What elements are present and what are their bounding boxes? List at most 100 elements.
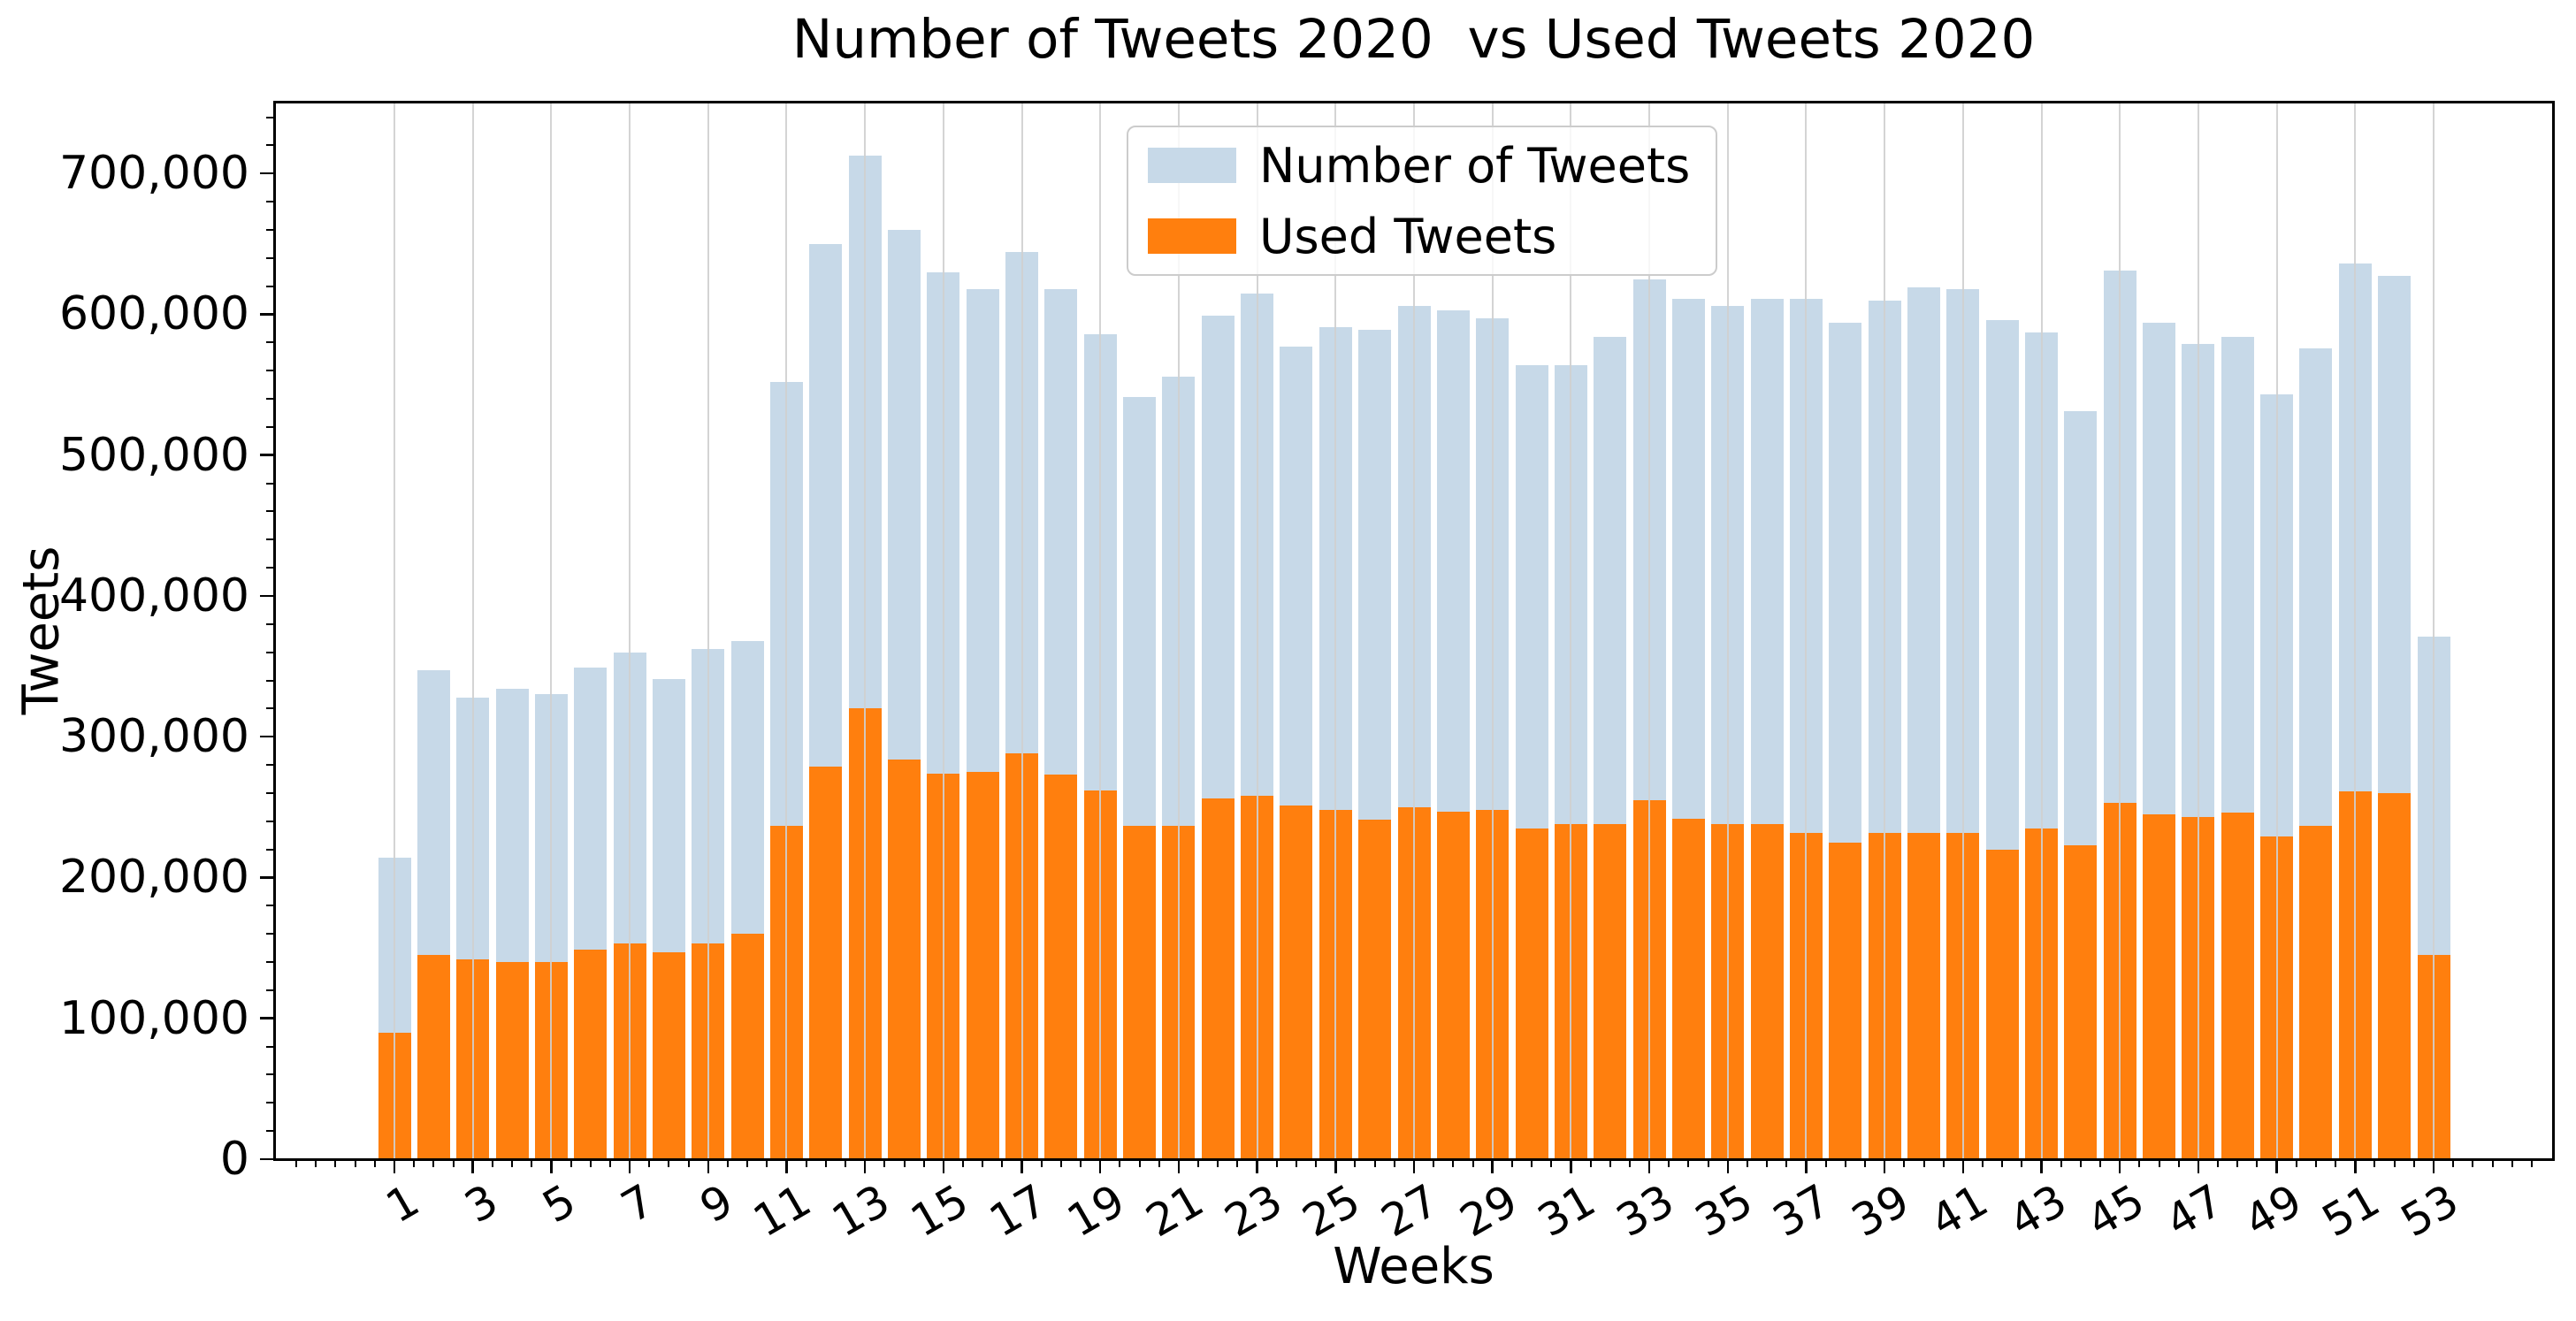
gridline-week-7	[629, 102, 631, 1159]
x-minor-tick	[1001, 1160, 1004, 1167]
gridline-week-49	[2275, 102, 2278, 1159]
bar-used-tweets-week-44	[2064, 844, 2098, 1159]
y-major-tick-600000	[260, 313, 273, 316]
bar-used-tweets-week-20	[1123, 825, 1157, 1159]
x-minor-tick	[1059, 1160, 1062, 1167]
x-minor-tick	[2511, 1160, 2513, 1167]
x-minor-tick	[2217, 1160, 2220, 1167]
x-minor-tick	[746, 1160, 749, 1167]
x-minor-tick	[2079, 1160, 2082, 1167]
gridline-week-33	[1648, 102, 1651, 1159]
legend-swatch-number-of-tweets	[1148, 148, 1236, 183]
y-minor-tick	[266, 764, 273, 767]
x-minor-tick	[903, 1160, 906, 1167]
y-minor-tick	[266, 201, 273, 203]
x-minor-tick	[1531, 1160, 1533, 1167]
y-minor-tick	[266, 398, 273, 401]
bar-used-tweets-week-36	[1750, 823, 1784, 1159]
y-minor-tick	[266, 425, 273, 428]
x-minor-tick	[2001, 1160, 2004, 1167]
x-major-tick-week-47	[2197, 1160, 2200, 1173]
x-major-tick-week-37	[1805, 1160, 1808, 1173]
gridline-week-53	[2433, 102, 2435, 1159]
y-tick-label-700000: 700,000	[58, 147, 249, 201]
x-minor-tick	[413, 1160, 416, 1167]
x-minor-tick	[1824, 1160, 1827, 1167]
x-minor-tick	[511, 1160, 514, 1167]
x-minor-tick	[1785, 1160, 1788, 1167]
x-minor-tick	[844, 1160, 846, 1167]
x-major-tick-week-13	[863, 1160, 867, 1173]
x-major-tick-week-29	[1491, 1160, 1494, 1173]
x-minor-tick	[2335, 1160, 2337, 1167]
x-minor-tick	[2472, 1160, 2474, 1167]
y-minor-tick	[266, 567, 273, 569]
x-major-tick-week-3	[471, 1160, 474, 1173]
bottom-spine	[272, 1157, 2555, 1161]
x-minor-tick	[2412, 1160, 2415, 1167]
x-major-tick-week-49	[2275, 1160, 2278, 1173]
y-tick-label-200000: 200,000	[58, 851, 249, 905]
plot-area: 1 3 5 7 9 11 13 15 17 19 21 23 25 27 29 31 33 35 37 39 41 43 4…	[59, 100, 2555, 1247]
y-minor-tick	[266, 651, 273, 653]
y-minor-tick	[266, 370, 273, 372]
y-tick-label-500000: 500,000	[58, 428, 249, 482]
top-spine	[272, 100, 2555, 103]
x-minor-tick	[2295, 1160, 2297, 1167]
x-minor-tick	[824, 1160, 827, 1167]
x-minor-tick	[2393, 1160, 2396, 1167]
x-major-tick-week-51	[2354, 1160, 2357, 1173]
bar-used-tweets-week-52	[2378, 792, 2412, 1159]
x-major-tick-week-11	[785, 1160, 788, 1173]
x-minor-tick	[1922, 1160, 1925, 1167]
x-minor-tick	[1452, 1160, 1455, 1167]
x-minor-tick	[1138, 1160, 1141, 1167]
gridline-week-3	[471, 102, 474, 1159]
bar-used-tweets-week-24	[1280, 806, 1313, 1159]
y-tick-label-0: 0	[219, 1133, 249, 1186]
x-minor-tick	[1550, 1160, 1553, 1167]
y-minor-tick	[266, 341, 273, 344]
y-minor-tick	[266, 1102, 273, 1104]
gridline-week-35	[1726, 102, 1729, 1159]
left-spine	[272, 100, 276, 1161]
x-minor-tick	[315, 1160, 317, 1167]
x-major-tick-week-43	[2040, 1160, 2043, 1173]
x-major-tick-week-45	[2118, 1160, 2121, 1173]
gridline-week-17	[1020, 102, 1023, 1159]
x-minor-tick	[2491, 1160, 2494, 1167]
y-minor-tick	[266, 961, 273, 964]
x-minor-tick	[1903, 1160, 1906, 1167]
legend: Number of Tweets Used Tweets	[1127, 126, 1717, 276]
y-tick-label-100000: 100,000	[58, 991, 249, 1045]
gridline-week-23	[1256, 102, 1258, 1159]
x-minor-tick	[1628, 1160, 1631, 1167]
x-minor-tick	[962, 1160, 965, 1167]
gridline-week-31	[1570, 102, 1572, 1159]
gridline-week-51	[2354, 102, 2357, 1159]
x-minor-tick	[1510, 1160, 1513, 1167]
gridline-week-41	[1961, 102, 1964, 1159]
y-major-tick-0	[260, 1157, 273, 1161]
bar-used-tweets-week-34	[1671, 818, 1705, 1159]
x-major-tick-week-9	[707, 1160, 710, 1173]
x-major-tick-week-15	[942, 1160, 945, 1173]
x-minor-tick	[1295, 1160, 1297, 1167]
x-minor-tick	[1236, 1160, 1239, 1167]
x-major-tick-week-53	[2432, 1160, 2435, 1173]
bar-used-tweets-week-16	[966, 772, 999, 1159]
x-major-tick-week-33	[1647, 1160, 1651, 1173]
x-minor-tick	[2452, 1160, 2455, 1167]
legend-label-used-tweets: Used Tweets	[1259, 209, 1557, 264]
y-minor-tick	[266, 679, 273, 682]
x-major-tick-week-39	[1883, 1160, 1886, 1173]
x-minor-tick	[2256, 1160, 2259, 1167]
x-minor-tick	[1668, 1160, 1670, 1167]
x-minor-tick	[1433, 1160, 1435, 1167]
x-major-tick-week-7	[628, 1160, 631, 1173]
x-minor-tick	[1040, 1160, 1043, 1167]
y-tick-label-300000: 300,000	[58, 710, 249, 764]
x-minor-tick	[687, 1160, 690, 1167]
x-minor-tick	[1863, 1160, 1866, 1167]
gridline-week-39	[1884, 102, 1886, 1159]
